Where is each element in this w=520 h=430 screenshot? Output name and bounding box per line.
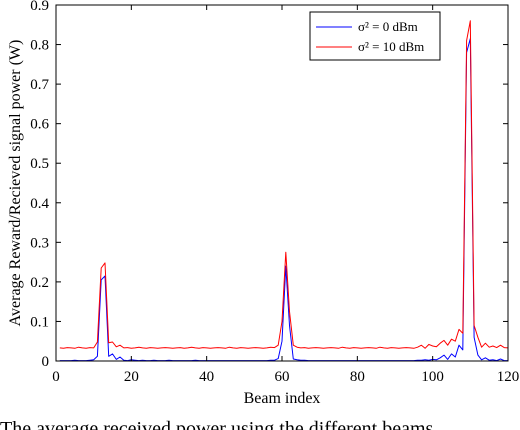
x-tick-label: 40 (199, 369, 214, 385)
legend-label-2: σ² = 10 dBm (358, 39, 424, 54)
legend-box (309, 11, 441, 61)
x-tick-label: 20 (124, 369, 139, 385)
figure-caption: The average received power using the dif… (0, 418, 434, 430)
y-tick-label: 0.1 (30, 314, 49, 330)
y-tick-label: 0.6 (30, 117, 49, 133)
x-axis-label: Beam index (244, 390, 321, 407)
line-chart: 0 20 40 60 80 100 120 0 0.1 0.2 0.3 0.4 0.5 0.6 0.7 0.8… (7, 0, 520, 407)
y-axis-label: Average Reward/Recieved signal power (W) (7, 40, 24, 327)
series-line-2 (59, 20, 509, 349)
y-tick-label: 0.9 (30, 0, 49, 14)
y-tick-label: 0.7 (30, 77, 49, 93)
y-tick-label: 0.5 (30, 156, 49, 172)
y-tick-label: 0.2 (30, 275, 49, 291)
y-tick-label: 0.3 (30, 235, 49, 251)
x-tick-label: 80 (350, 369, 365, 385)
x-tick-label: 60 (275, 369, 290, 385)
legend-label-1: σ² = 0 dBm (358, 19, 418, 34)
x-tick-label: 120 (497, 369, 520, 385)
x-tick-label: 0 (52, 369, 60, 385)
series-line-1 (59, 38, 508, 362)
legend: σ² = 0 dBm σ² = 10 dBm (309, 11, 441, 61)
x-tick-label: 100 (421, 369, 444, 385)
y-tick-label: 0.4 (30, 196, 49, 212)
y-tick-label: 0 (42, 354, 50, 370)
y-tick-label: 0.8 (30, 38, 49, 54)
